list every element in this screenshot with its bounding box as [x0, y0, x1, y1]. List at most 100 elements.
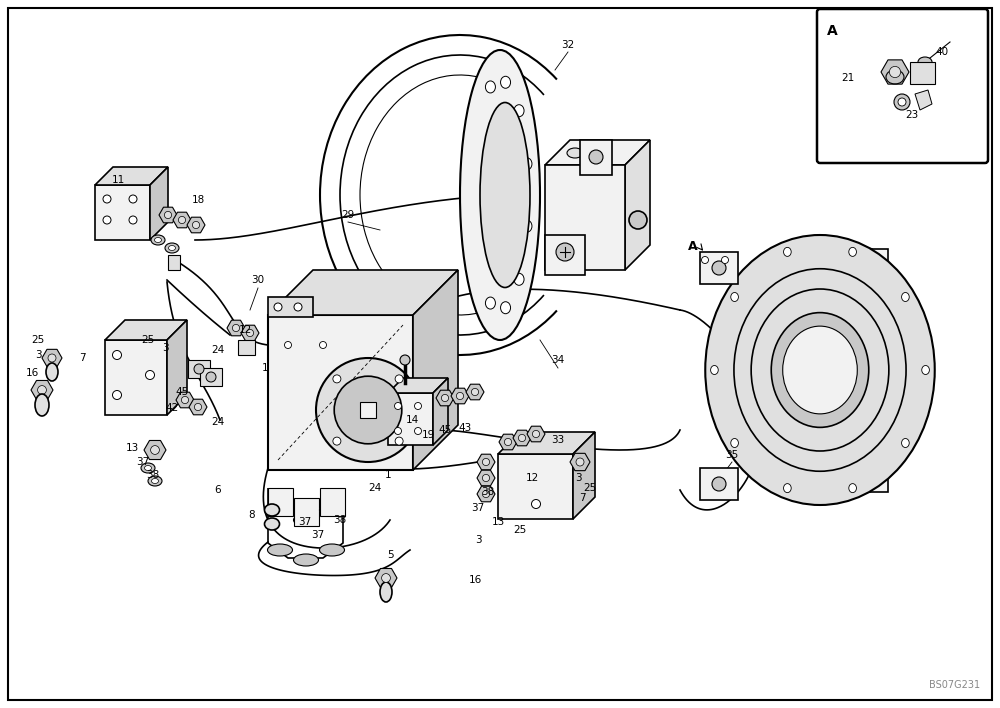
- Ellipse shape: [148, 476, 162, 486]
- Text: 32: 32: [561, 40, 575, 50]
- Ellipse shape: [151, 445, 159, 455]
- Ellipse shape: [902, 292, 909, 302]
- Text: 7: 7: [579, 493, 585, 503]
- Polygon shape: [150, 167, 168, 240]
- Ellipse shape: [334, 376, 402, 444]
- Polygon shape: [477, 470, 495, 486]
- Ellipse shape: [192, 222, 200, 229]
- Ellipse shape: [141, 463, 155, 473]
- Ellipse shape: [712, 261, 726, 275]
- Ellipse shape: [152, 479, 158, 484]
- Ellipse shape: [532, 500, 540, 508]
- Ellipse shape: [320, 341, 326, 348]
- Ellipse shape: [264, 518, 280, 530]
- Bar: [188, 360, 210, 378]
- Text: 1: 1: [262, 363, 268, 373]
- Ellipse shape: [333, 437, 341, 445]
- Ellipse shape: [482, 491, 490, 498]
- Bar: [545, 235, 585, 275]
- Ellipse shape: [168, 246, 176, 251]
- Text: 3: 3: [35, 350, 41, 360]
- Text: 37: 37: [471, 503, 485, 513]
- Text: 3: 3: [475, 535, 481, 545]
- Text: 1: 1: [385, 470, 391, 480]
- Polygon shape: [159, 207, 177, 223]
- Text: 23: 23: [905, 110, 919, 120]
- Ellipse shape: [394, 428, 402, 435]
- Polygon shape: [477, 486, 495, 502]
- Ellipse shape: [567, 148, 583, 158]
- Text: BS07G231: BS07G231: [929, 680, 980, 690]
- Text: 45: 45: [175, 387, 189, 397]
- Text: 24: 24: [211, 345, 225, 355]
- Polygon shape: [573, 432, 595, 519]
- Ellipse shape: [246, 329, 254, 336]
- Text: 25: 25: [513, 525, 527, 535]
- Ellipse shape: [784, 247, 791, 256]
- Ellipse shape: [285, 341, 292, 348]
- Polygon shape: [451, 388, 469, 404]
- Ellipse shape: [482, 474, 490, 481]
- Polygon shape: [466, 384, 484, 400]
- Polygon shape: [238, 340, 255, 355]
- Bar: [320, 488, 345, 516]
- Ellipse shape: [178, 217, 186, 224]
- Ellipse shape: [268, 504, 292, 516]
- Ellipse shape: [471, 389, 479, 396]
- Bar: [268, 488, 293, 516]
- Ellipse shape: [518, 435, 526, 442]
- Text: 19: 19: [421, 430, 435, 440]
- Bar: [910, 62, 935, 84]
- Polygon shape: [806, 249, 888, 491]
- Ellipse shape: [320, 544, 344, 556]
- Text: 37: 37: [298, 517, 312, 527]
- Ellipse shape: [46, 363, 58, 381]
- Polygon shape: [42, 349, 62, 367]
- Ellipse shape: [316, 358, 420, 462]
- Ellipse shape: [898, 98, 906, 106]
- Ellipse shape: [394, 403, 402, 409]
- Text: 11: 11: [111, 175, 125, 185]
- Polygon shape: [527, 426, 545, 442]
- Polygon shape: [477, 455, 495, 470]
- Ellipse shape: [35, 394, 49, 416]
- Ellipse shape: [556, 243, 574, 261]
- Ellipse shape: [395, 437, 403, 445]
- Text: 25: 25: [583, 483, 597, 493]
- Ellipse shape: [395, 375, 403, 383]
- Polygon shape: [268, 270, 458, 315]
- Ellipse shape: [514, 105, 524, 117]
- FancyBboxPatch shape: [817, 9, 988, 163]
- Bar: [200, 368, 222, 386]
- Ellipse shape: [441, 394, 449, 401]
- Text: 16: 16: [468, 575, 482, 585]
- Text: 6: 6: [215, 485, 221, 495]
- Polygon shape: [545, 140, 650, 165]
- Ellipse shape: [264, 504, 280, 516]
- Ellipse shape: [103, 195, 111, 203]
- Ellipse shape: [194, 364, 204, 374]
- Text: 38: 38: [481, 487, 495, 497]
- Ellipse shape: [112, 350, 122, 360]
- Polygon shape: [167, 320, 187, 415]
- Ellipse shape: [38, 386, 46, 394]
- Text: 14: 14: [405, 415, 419, 425]
- Text: 34: 34: [551, 355, 565, 365]
- Bar: [498, 454, 573, 519]
- Polygon shape: [173, 212, 191, 228]
- Polygon shape: [498, 432, 595, 454]
- Ellipse shape: [480, 103, 530, 287]
- Text: 37: 37: [311, 530, 325, 540]
- Ellipse shape: [146, 370, 154, 379]
- Ellipse shape: [514, 273, 524, 285]
- Ellipse shape: [164, 212, 172, 219]
- Text: 13: 13: [125, 443, 139, 453]
- Ellipse shape: [501, 76, 511, 88]
- Polygon shape: [881, 60, 909, 84]
- Ellipse shape: [504, 438, 512, 445]
- Polygon shape: [915, 90, 932, 110]
- Ellipse shape: [731, 292, 738, 302]
- Text: 16: 16: [25, 368, 39, 378]
- Text: 33: 33: [551, 435, 565, 445]
- Ellipse shape: [522, 158, 532, 170]
